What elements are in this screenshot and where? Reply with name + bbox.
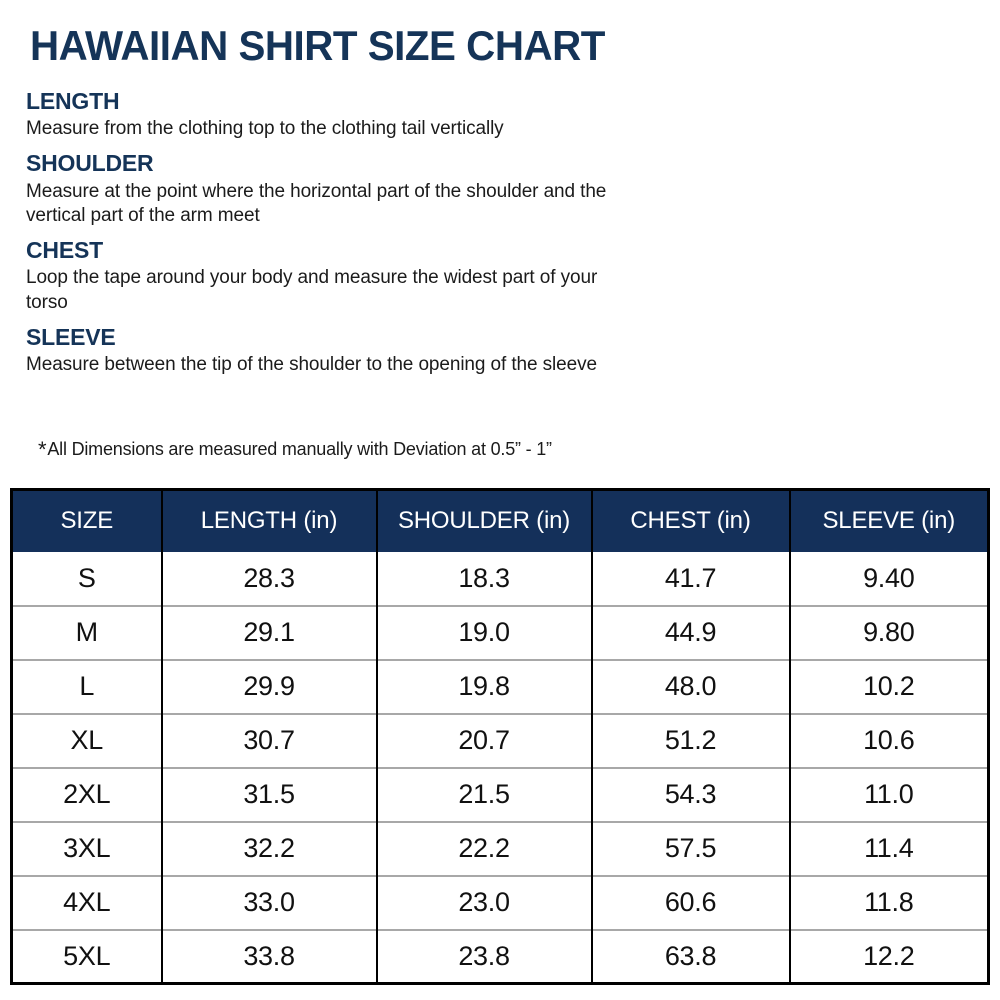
cell-sleeve: 11.8 — [788, 874, 989, 930]
guide-heading-chest: CHEST — [26, 237, 103, 264]
cell-length: 31.5 — [160, 766, 378, 822]
cell-chest: 48.0 — [590, 658, 791, 714]
deviation-note: *All Dimensions are measured manually wi… — [38, 437, 552, 463]
cell-sleeve: 10.6 — [788, 712, 989, 768]
column-header-chest: CHEST (in) — [590, 489, 791, 552]
cell-chest: 44.9 — [590, 604, 791, 660]
cell-shoulder: 22.2 — [375, 820, 593, 876]
table-row: 5XL 33.8 23.8 63.8 12.2 — [11, 928, 989, 984]
table-row: XL 30.7 20.7 51.2 10.6 — [11, 712, 989, 768]
asterisk-icon: * — [38, 437, 47, 462]
guide-heading-sleeve: SLEEVE — [26, 323, 116, 350]
cell-sleeve: 9.40 — [788, 551, 989, 606]
cell-chest: 63.8 — [590, 928, 791, 984]
cell-shoulder: 20.7 — [375, 712, 593, 768]
deviation-note-text: All Dimensions are measured manually wit… — [47, 439, 552, 459]
cell-chest: 60.6 — [590, 874, 791, 930]
cell-size: M — [11, 604, 163, 660]
cell-shoulder: 19.8 — [375, 658, 593, 714]
guide-heading-shoulder: SHOULDER — [26, 150, 154, 177]
guide-block-chest: CHEST Loop the tape around your body and… — [26, 237, 626, 315]
cell-sleeve: 11.0 — [788, 766, 989, 822]
cell-shoulder: 19.0 — [375, 604, 593, 660]
table-row: S 28.3 18.3 41.7 9.40 — [11, 551, 989, 606]
table-row: 2XL 31.5 21.5 54.3 11.0 — [11, 766, 989, 822]
cell-chest: 54.3 — [590, 766, 791, 822]
table-header-row: SIZE LENGTH (in) SHOULDER (in) CHEST (in… — [11, 489, 989, 552]
cell-sleeve: 12.2 — [788, 928, 989, 984]
cell-length: 29.1 — [160, 604, 378, 660]
cell-length: 30.7 — [160, 712, 378, 768]
cell-length: 28.3 — [160, 551, 378, 606]
measurement-guide: LENGTH Measure from the clothing top to … — [26, 88, 626, 386]
shirt-illustration: SHOULDER LENGTH CHEST SLEEVE — [600, 0, 1000, 480]
guide-block-shoulder: SHOULDER Measure at the point where the … — [26, 150, 626, 228]
cell-size: 2XL — [11, 766, 163, 822]
cell-shoulder: 23.8 — [375, 928, 593, 984]
size-table-body: S 28.3 18.3 41.7 9.40 M 29.1 19.0 44.9 9… — [11, 551, 989, 984]
cell-size: XL — [11, 712, 163, 768]
cell-size: 3XL — [11, 820, 163, 876]
cell-length: 33.0 — [160, 874, 378, 930]
cell-length: 32.2 — [160, 820, 378, 876]
cell-shoulder: 18.3 — [375, 551, 593, 606]
guide-text-length: Measure from the clothing top to the clo… — [26, 118, 504, 140]
column-header-shoulder: SHOULDER (in) — [375, 489, 593, 552]
cell-size: S — [11, 551, 163, 606]
guide-heading-length: LENGTH — [26, 88, 120, 114]
table-row: M 29.1 19.0 44.9 9.80 — [11, 604, 989, 660]
cell-chest: 41.7 — [590, 551, 791, 606]
page-title: HAWAIIAN SHIRT SIZE CHART — [30, 22, 605, 69]
guide-text-sleeve: Measure between the tip of the shoulder … — [26, 354, 597, 376]
cell-size: L — [11, 658, 163, 714]
cell-sleeve: 11.4 — [788, 820, 989, 876]
cell-sleeve: 9.80 — [788, 604, 989, 660]
cell-shoulder: 21.5 — [375, 766, 593, 822]
column-header-sleeve: SLEEVE (in) — [788, 489, 989, 552]
size-table-head: SIZE LENGTH (in) SHOULDER (in) CHEST (in… — [11, 489, 989, 552]
cell-length: 33.8 — [160, 928, 378, 984]
size-table: SIZE LENGTH (in) SHOULDER (in) CHEST (in… — [10, 488, 990, 985]
cell-length: 29.9 — [160, 658, 378, 714]
column-header-length: LENGTH (in) — [160, 489, 378, 552]
cell-chest: 57.5 — [590, 820, 791, 876]
cell-size: 5XL — [11, 928, 163, 984]
cell-sleeve: 10.2 — [788, 658, 989, 714]
guide-block-sleeve: SLEEVE Measure between the tip of the sh… — [26, 324, 626, 377]
guide-text-chest: Loop the tape around your body and measu… — [26, 267, 598, 313]
guide-block-length: LENGTH Measure from the clothing top to … — [26, 88, 626, 141]
cell-size: 4XL — [11, 874, 163, 930]
table-row: 3XL 32.2 22.2 57.5 11.4 — [11, 820, 989, 876]
column-header-size: SIZE — [11, 489, 163, 552]
table-row: 4XL 33.0 23.0 60.6 11.8 — [11, 874, 989, 930]
cell-chest: 51.2 — [590, 712, 791, 768]
guide-text-shoulder: Measure at the point where the horizonta… — [26, 180, 607, 226]
table-row: L 29.9 19.8 48.0 10.2 — [11, 658, 989, 714]
cell-shoulder: 23.0 — [375, 874, 593, 930]
